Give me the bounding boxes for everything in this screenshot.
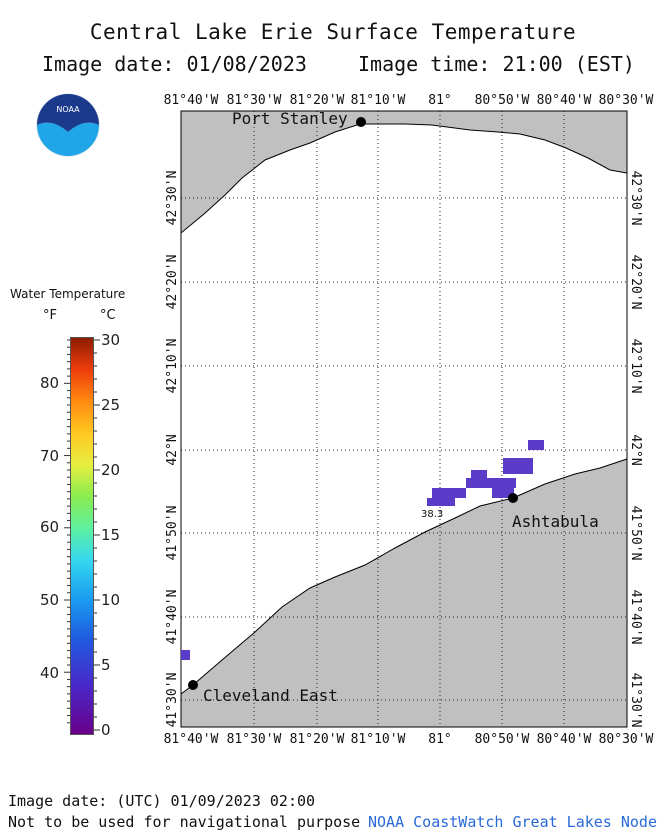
lat-label-right: 42°30'N [628,171,643,226]
colorbar-label-f: 80 [40,373,60,392]
lon-label-bottom: 80°40'W [537,732,592,747]
colorbar-label-c: 30 [101,331,121,349]
lon-label-bottom: 81°40'W [164,732,219,747]
colorbar-label-c: 10 [101,591,121,609]
image-time: Image time: 21:00 (EST) [358,52,635,76]
lon-label-bottom: 80°50'W [475,732,530,747]
lon-label-top: 81°10'W [351,93,406,108]
lat-label-left: 42°N [165,434,180,465]
place-ashtabula: Ashtabula [512,512,599,531]
footer-credit: NOAA CoastWatch Great Lakes Node [368,813,657,831]
lon-label-bottom: 81°10'W [351,732,406,747]
colorbar-label-f: 60 [40,518,60,537]
colorbar-label-f: 40 [40,663,60,682]
place-port-stanley: Port Stanley [232,109,348,128]
lat-label-right: 41°40'N [628,590,643,645]
lat-label-left: 42°30'N [165,171,180,226]
lon-label-top: 81°20'W [290,93,345,108]
map-frame [180,110,628,728]
image-date: Image date: 01/08/2023 [42,52,307,76]
place-cleveland-east: Cleveland East [203,686,338,705]
lat-label-left: 42°20'N [165,255,180,310]
ashtabula-marker [508,493,518,503]
colorbar-label-c: 0 [101,721,111,739]
colorbar-label-c: 15 [101,526,121,544]
place-markers [188,117,518,690]
colorbar-label-c: 25 [101,396,121,414]
colorbar-ticks [64,339,100,731]
lat-label-right: 41°50'N [628,506,643,561]
lon-label-top: 80°50'W [475,93,530,108]
colorbar-label-c: 20 [101,461,121,479]
lat-label-left: 42°10'N [165,339,180,394]
lon-label-top: 81°40'W [164,93,219,108]
legend-unit-f: °F [43,308,57,323]
footer-disclaimer: Not to be used for navigational purpose [8,813,361,831]
lon-label-top: 80°40'W [537,93,592,108]
colorbar-label-c: 5 [101,656,111,674]
port-stanley-marker [356,117,366,127]
temperature-annotation: 38.3 [421,509,443,520]
lon-label-bottom: 81°20'W [290,732,345,747]
colorbar-label-f: 70 [40,446,60,465]
lat-label-right: 42°10'N [628,339,643,394]
lon-label-bottom: 81° [428,732,451,747]
noaa-logo-text: NOAA [56,105,80,114]
cleveland-east-marker [188,680,198,690]
lat-label-right: 42°N [628,434,643,465]
map-title: Central Lake Erie Surface Temperature [89,20,577,44]
graticule [181,111,627,727]
temperature-cells [181,440,544,660]
temperature-colorbar [70,337,94,735]
lat-label-left: 41°40'N [165,590,180,645]
land-north [180,110,628,235]
legend-unit-c: °C [100,308,116,323]
lat-label-left: 41°50'N [165,506,180,561]
lon-label-top: 80°30'W [599,93,654,108]
colorbar-label-f: 50 [40,591,60,609]
lon-label-top: 81°30'W [227,93,282,108]
lat-label-left: 41°30'N [165,673,180,728]
noaa-logo-icon: NOAA [36,93,100,157]
lon-label-top: 81° [428,93,451,108]
footer-utc-date: Image date: (UTC) 01/09/2023 02:00 [8,792,316,810]
land-south [180,458,628,728]
lon-label-bottom: 81°30'W [227,732,282,747]
lat-label-right: 41°30'N [628,673,643,728]
lat-label-right: 42°20'N [628,255,643,310]
lon-label-bottom: 80°30'W [599,732,654,747]
legend-title: Water Temperature [10,287,126,301]
